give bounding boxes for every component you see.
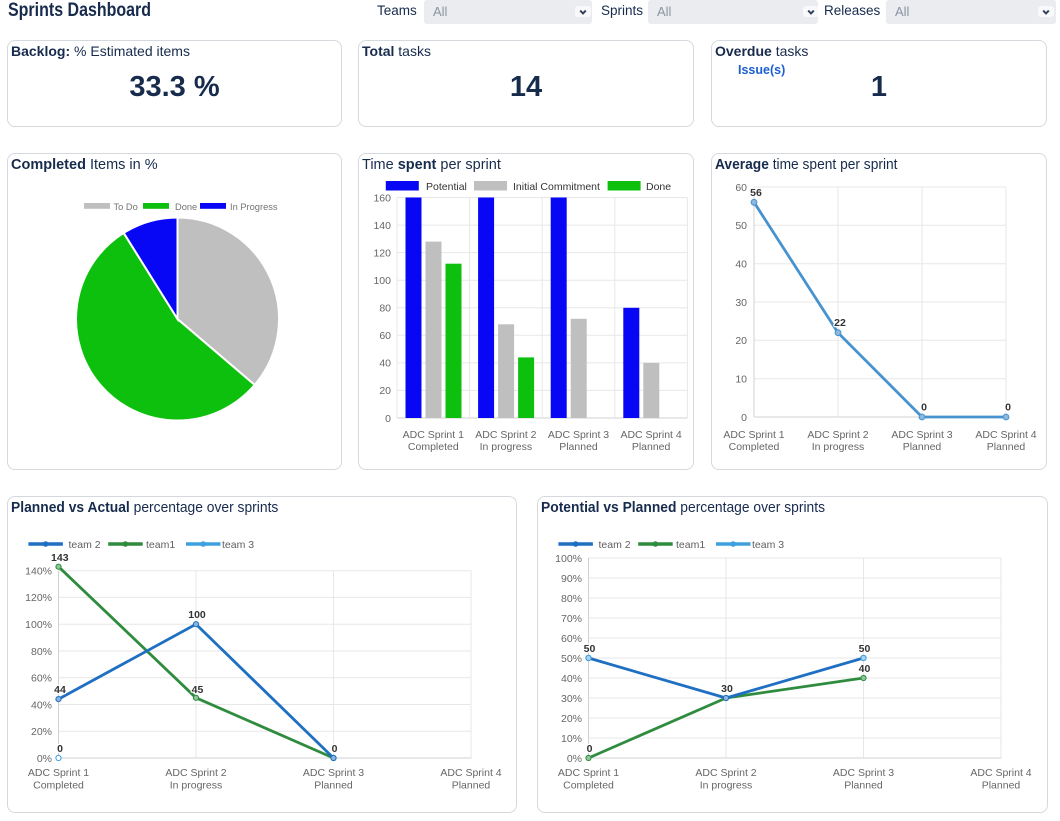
svg-text:40%: 40% <box>31 699 52 711</box>
svg-text:40: 40 <box>379 358 391 370</box>
svg-text:Planned: Planned <box>559 441 598 453</box>
svg-text:60%: 60% <box>31 673 52 685</box>
svg-text:160: 160 <box>373 192 391 204</box>
svg-text:team 3: team 3 <box>222 539 254 551</box>
svg-text:20%: 20% <box>31 726 52 738</box>
svg-text:Planned: Planned <box>632 441 671 453</box>
svg-text:140: 140 <box>373 220 391 232</box>
svg-text:ADC Sprint 4: ADC Sprint 4 <box>975 429 1036 441</box>
svg-text:Completed: Completed <box>33 780 84 792</box>
svg-text:0: 0 <box>921 402 927 414</box>
svg-text:ADC Sprint 3: ADC Sprint 3 <box>891 429 952 441</box>
svg-text:team1: team1 <box>676 539 705 551</box>
svg-text:22: 22 <box>834 317 846 329</box>
svg-text:80%: 80% <box>561 593 582 605</box>
svg-text:70%: 70% <box>561 613 582 625</box>
svg-text:ADC Sprint 3: ADC Sprint 3 <box>548 429 609 441</box>
svg-text:0: 0 <box>587 743 593 755</box>
svg-text:40: 40 <box>735 259 747 271</box>
svg-text:50%: 50% <box>561 653 582 665</box>
svg-text:60: 60 <box>735 182 747 194</box>
svg-text:In Progress: In Progress <box>230 202 278 212</box>
svg-text:ADC Sprint 1: ADC Sprint 1 <box>28 767 89 779</box>
svg-text:Planned: Planned <box>982 780 1021 792</box>
svg-text:30%: 30% <box>561 693 582 705</box>
svg-text:Planned: Planned <box>314 780 353 792</box>
svg-text:In progress: In progress <box>812 441 865 453</box>
svg-text:45: 45 <box>192 684 204 696</box>
svg-text:ADC Sprint 2: ADC Sprint 2 <box>807 429 868 441</box>
svg-text:ADC Sprint 4: ADC Sprint 4 <box>440 767 501 779</box>
svg-text:Initial Commitment: Initial Commitment <box>513 181 600 193</box>
svg-text:ADC Sprint 1: ADC Sprint 1 <box>403 429 464 441</box>
svg-text:ADC Sprint 1: ADC Sprint 1 <box>723 429 784 441</box>
svg-text:ADC Sprint 3: ADC Sprint 3 <box>303 767 364 779</box>
svg-text:100: 100 <box>373 275 391 287</box>
svg-text:20: 20 <box>735 335 747 347</box>
svg-text:In progress: In progress <box>480 441 533 453</box>
svg-text:0: 0 <box>741 412 747 424</box>
svg-text:60: 60 <box>379 330 391 342</box>
svg-text:Completed: Completed <box>408 441 459 453</box>
svg-text:ADC Sprint 2: ADC Sprint 2 <box>475 429 536 441</box>
svg-text:0: 0 <box>385 413 391 425</box>
svg-text:100%: 100% <box>555 553 582 565</box>
svg-text:Planned: Planned <box>987 441 1026 453</box>
svg-text:ADC Sprint 2: ADC Sprint 2 <box>695 767 756 779</box>
svg-text:90%: 90% <box>561 573 582 585</box>
svg-text:ADC Sprint 2: ADC Sprint 2 <box>165 767 226 779</box>
svg-text:0: 0 <box>57 743 63 755</box>
svg-text:Planned: Planned <box>452 780 491 792</box>
svg-text:Planned: Planned <box>844 780 883 792</box>
svg-text:50: 50 <box>584 643 596 655</box>
svg-text:0%: 0% <box>37 753 52 765</box>
svg-text:100: 100 <box>188 609 206 621</box>
svg-text:60%: 60% <box>561 633 582 645</box>
svg-text:Done: Done <box>175 202 197 212</box>
svg-text:56: 56 <box>750 187 762 199</box>
svg-text:30: 30 <box>721 683 733 695</box>
svg-text:In progress: In progress <box>170 780 223 792</box>
svg-text:team 2: team 2 <box>69 539 101 551</box>
svg-text:Potential: Potential <box>426 181 467 193</box>
svg-text:44: 44 <box>54 684 66 696</box>
svg-text:10: 10 <box>735 374 747 386</box>
svg-text:0%: 0% <box>567 753 582 765</box>
svg-text:0: 0 <box>1005 402 1011 414</box>
svg-text:ADC Sprint 3: ADC Sprint 3 <box>833 767 894 779</box>
svg-text:120%: 120% <box>25 592 52 604</box>
svg-text:To Do: To Do <box>114 202 138 212</box>
svg-text:50: 50 <box>859 643 871 655</box>
svg-text:Completed: Completed <box>729 441 780 453</box>
svg-text:40%: 40% <box>561 673 582 685</box>
svg-text:140%: 140% <box>25 566 52 578</box>
svg-text:143: 143 <box>51 552 69 564</box>
svg-text:0: 0 <box>332 743 338 755</box>
svg-text:120: 120 <box>373 247 391 259</box>
svg-text:ADC Sprint 4: ADC Sprint 4 <box>970 767 1031 779</box>
svg-text:team 2: team 2 <box>599 539 631 551</box>
svg-text:ADC Sprint 4: ADC Sprint 4 <box>620 429 681 441</box>
svg-text:team 3: team 3 <box>752 539 784 551</box>
svg-text:In progress: In progress <box>700 780 753 792</box>
svg-text:ADC Sprint 1: ADC Sprint 1 <box>558 767 619 779</box>
svg-text:80%: 80% <box>31 646 52 658</box>
svg-text:40: 40 <box>859 663 871 675</box>
svg-text:30: 30 <box>735 297 747 309</box>
svg-text:Done: Done <box>646 181 671 193</box>
svg-text:20%: 20% <box>561 713 582 725</box>
svg-text:100%: 100% <box>25 619 52 631</box>
svg-text:10%: 10% <box>561 733 582 745</box>
svg-text:50: 50 <box>735 220 747 232</box>
svg-text:80: 80 <box>379 303 391 315</box>
svg-text:20: 20 <box>379 385 391 397</box>
svg-text:team1: team1 <box>146 539 175 551</box>
svg-text:Planned: Planned <box>903 441 942 453</box>
svg-text:Completed: Completed <box>563 780 614 792</box>
